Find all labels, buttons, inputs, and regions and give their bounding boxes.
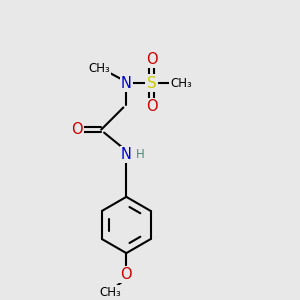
Text: H: H (136, 148, 145, 161)
Text: CH₃: CH₃ (99, 286, 121, 299)
Text: N: N (121, 76, 132, 91)
Text: N: N (121, 147, 132, 162)
Text: S: S (147, 76, 156, 91)
Text: CH₃: CH₃ (170, 77, 192, 90)
Text: O: O (71, 122, 82, 137)
Text: O: O (146, 52, 157, 67)
Text: O: O (121, 267, 132, 282)
Text: O: O (146, 99, 157, 114)
Text: CH₃: CH₃ (89, 62, 110, 75)
